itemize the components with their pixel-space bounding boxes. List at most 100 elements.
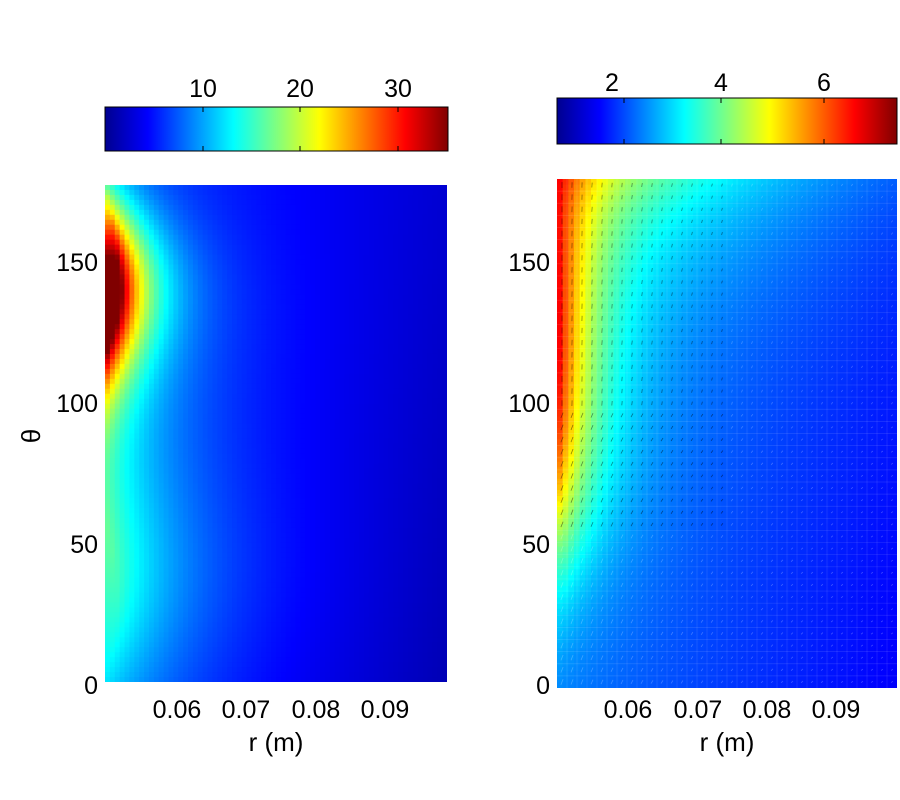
left-heatmap-cell xyxy=(329,204,336,211)
left-heatmap-cell xyxy=(109,542,116,549)
left-heatmap-cell xyxy=(285,189,292,196)
left-heatmap-cell xyxy=(227,358,233,365)
left-heatmap-cell xyxy=(329,433,336,440)
left-heatmap-cell xyxy=(148,229,155,236)
left-heatmap-cell xyxy=(192,647,199,653)
left-heatmap-cell xyxy=(163,274,170,281)
left-heatmap-cell xyxy=(246,229,253,236)
left-heatmap-cell xyxy=(202,403,209,410)
left-heatmap-cell xyxy=(168,264,174,271)
left-heatmap-cell xyxy=(134,587,140,594)
left-heatmap-cell xyxy=(266,373,272,380)
left-heatmap-cell xyxy=(319,597,326,604)
left-heatmap-cell xyxy=(251,532,258,539)
left-heatmap-cell xyxy=(119,214,126,221)
left-heatmap-cell xyxy=(207,577,214,584)
left-heatmap-cell xyxy=(212,572,218,579)
left-heatmap-cell xyxy=(153,209,160,216)
left-heatmap-cell xyxy=(139,503,145,509)
left-heatmap-cell xyxy=(315,229,321,236)
left-heatmap-cell xyxy=(315,279,321,285)
left-heatmap-cell xyxy=(212,647,218,653)
left-heatmap-cell xyxy=(134,373,140,380)
left-heatmap-cell xyxy=(217,428,223,435)
left-heatmap-cell xyxy=(153,408,160,415)
left-heatmap-cell xyxy=(315,349,321,355)
left-heatmap-cell xyxy=(310,478,316,484)
left-heatmap-cell xyxy=(153,274,160,281)
left-heatmap-cell xyxy=(305,552,311,559)
left-heatmap-cell xyxy=(139,438,145,445)
left-heatmap-cell xyxy=(139,393,145,400)
left-heatmap-cell xyxy=(105,637,111,643)
left-heatmap-cell xyxy=(105,264,111,271)
left-heatmap-cell xyxy=(236,349,243,355)
left-heatmap-cell xyxy=(324,617,331,623)
left-heatmap-cell xyxy=(280,508,287,514)
left-heatmap-cell xyxy=(109,373,116,380)
left-heatmap-cell xyxy=(285,488,292,494)
left-heatmap-cell xyxy=(163,672,170,678)
left-heatmap-cell xyxy=(280,299,287,305)
left-heatmap-cell xyxy=(339,617,345,623)
left-heatmap-cell xyxy=(119,632,126,638)
left-heatmap-cell xyxy=(168,349,174,355)
left-heatmap-cell xyxy=(334,259,341,266)
left-heatmap-cell xyxy=(134,418,140,425)
left-heatmap-cell xyxy=(300,443,306,450)
left-heatmap-cell xyxy=(202,527,209,534)
left-heatmap-cell xyxy=(315,547,321,554)
left-heatmap-cell xyxy=(134,279,140,285)
left-heatmap-cell xyxy=(271,209,277,216)
left-heatmap-cell xyxy=(153,647,160,653)
left-heatmap-cell xyxy=(241,627,248,633)
left-heatmap-cell xyxy=(114,388,121,395)
left-heatmap-cell xyxy=(197,199,204,206)
left-heatmap-cell xyxy=(183,329,189,335)
left-heatmap-cell xyxy=(153,612,160,618)
left-heatmap-cell xyxy=(144,388,150,395)
left-heatmap-cell xyxy=(285,582,292,589)
left-heatmap-cell xyxy=(158,537,165,544)
left-heatmap-cell xyxy=(310,597,316,604)
left-heatmap-cell xyxy=(344,493,350,499)
left-heatmap-cell xyxy=(334,498,341,504)
left-heatmap-cell xyxy=(241,557,248,564)
left-heatmap-cell xyxy=(276,622,282,628)
left-heatmap-cell xyxy=(256,493,262,499)
left-heatmap-cell xyxy=(124,463,131,469)
left-heatmap-cell xyxy=(319,388,326,395)
left-heatmap-cell xyxy=(344,582,350,589)
left-heatmap-cell xyxy=(310,612,316,618)
left-heatmap-cell xyxy=(236,557,243,564)
left-heatmap-cell xyxy=(305,289,311,295)
left-heatmap-cell xyxy=(276,269,282,276)
left-heatmap-cell xyxy=(163,244,170,251)
left-heatmap-cell xyxy=(251,388,258,395)
left-heatmap-cell xyxy=(222,622,228,628)
left-heatmap-cell xyxy=(202,672,209,678)
left-heatmap-cell xyxy=(217,433,223,440)
left-heatmap-cell xyxy=(271,617,277,623)
left-heatmap-cell xyxy=(183,423,189,430)
left-heatmap-cell xyxy=(222,199,228,206)
left-heatmap-cell xyxy=(310,344,316,350)
left-heatmap-cell xyxy=(188,189,194,196)
left-heatmap-cell xyxy=(271,662,277,668)
left-heatmap-cell xyxy=(324,383,331,390)
left-heatmap-cell xyxy=(290,408,297,415)
left-heatmap-cell xyxy=(183,612,189,618)
left-heatmap-cell xyxy=(188,458,194,464)
left-heatmap-cell xyxy=(134,349,140,355)
left-heatmap-cell xyxy=(153,289,160,295)
left-heatmap-cell xyxy=(280,368,287,375)
left-heatmap-cell xyxy=(329,458,336,464)
left-heatmap-cell xyxy=(280,199,287,206)
left-heatmap-cell xyxy=(109,185,116,191)
left-heatmap-cell xyxy=(276,458,282,464)
left-heatmap-cell xyxy=(105,279,111,285)
left-heatmap-cell xyxy=(315,587,321,594)
left-heatmap-cell xyxy=(178,314,184,320)
left-heatmap-cell xyxy=(246,522,253,529)
left-heatmap-cell xyxy=(266,234,272,241)
